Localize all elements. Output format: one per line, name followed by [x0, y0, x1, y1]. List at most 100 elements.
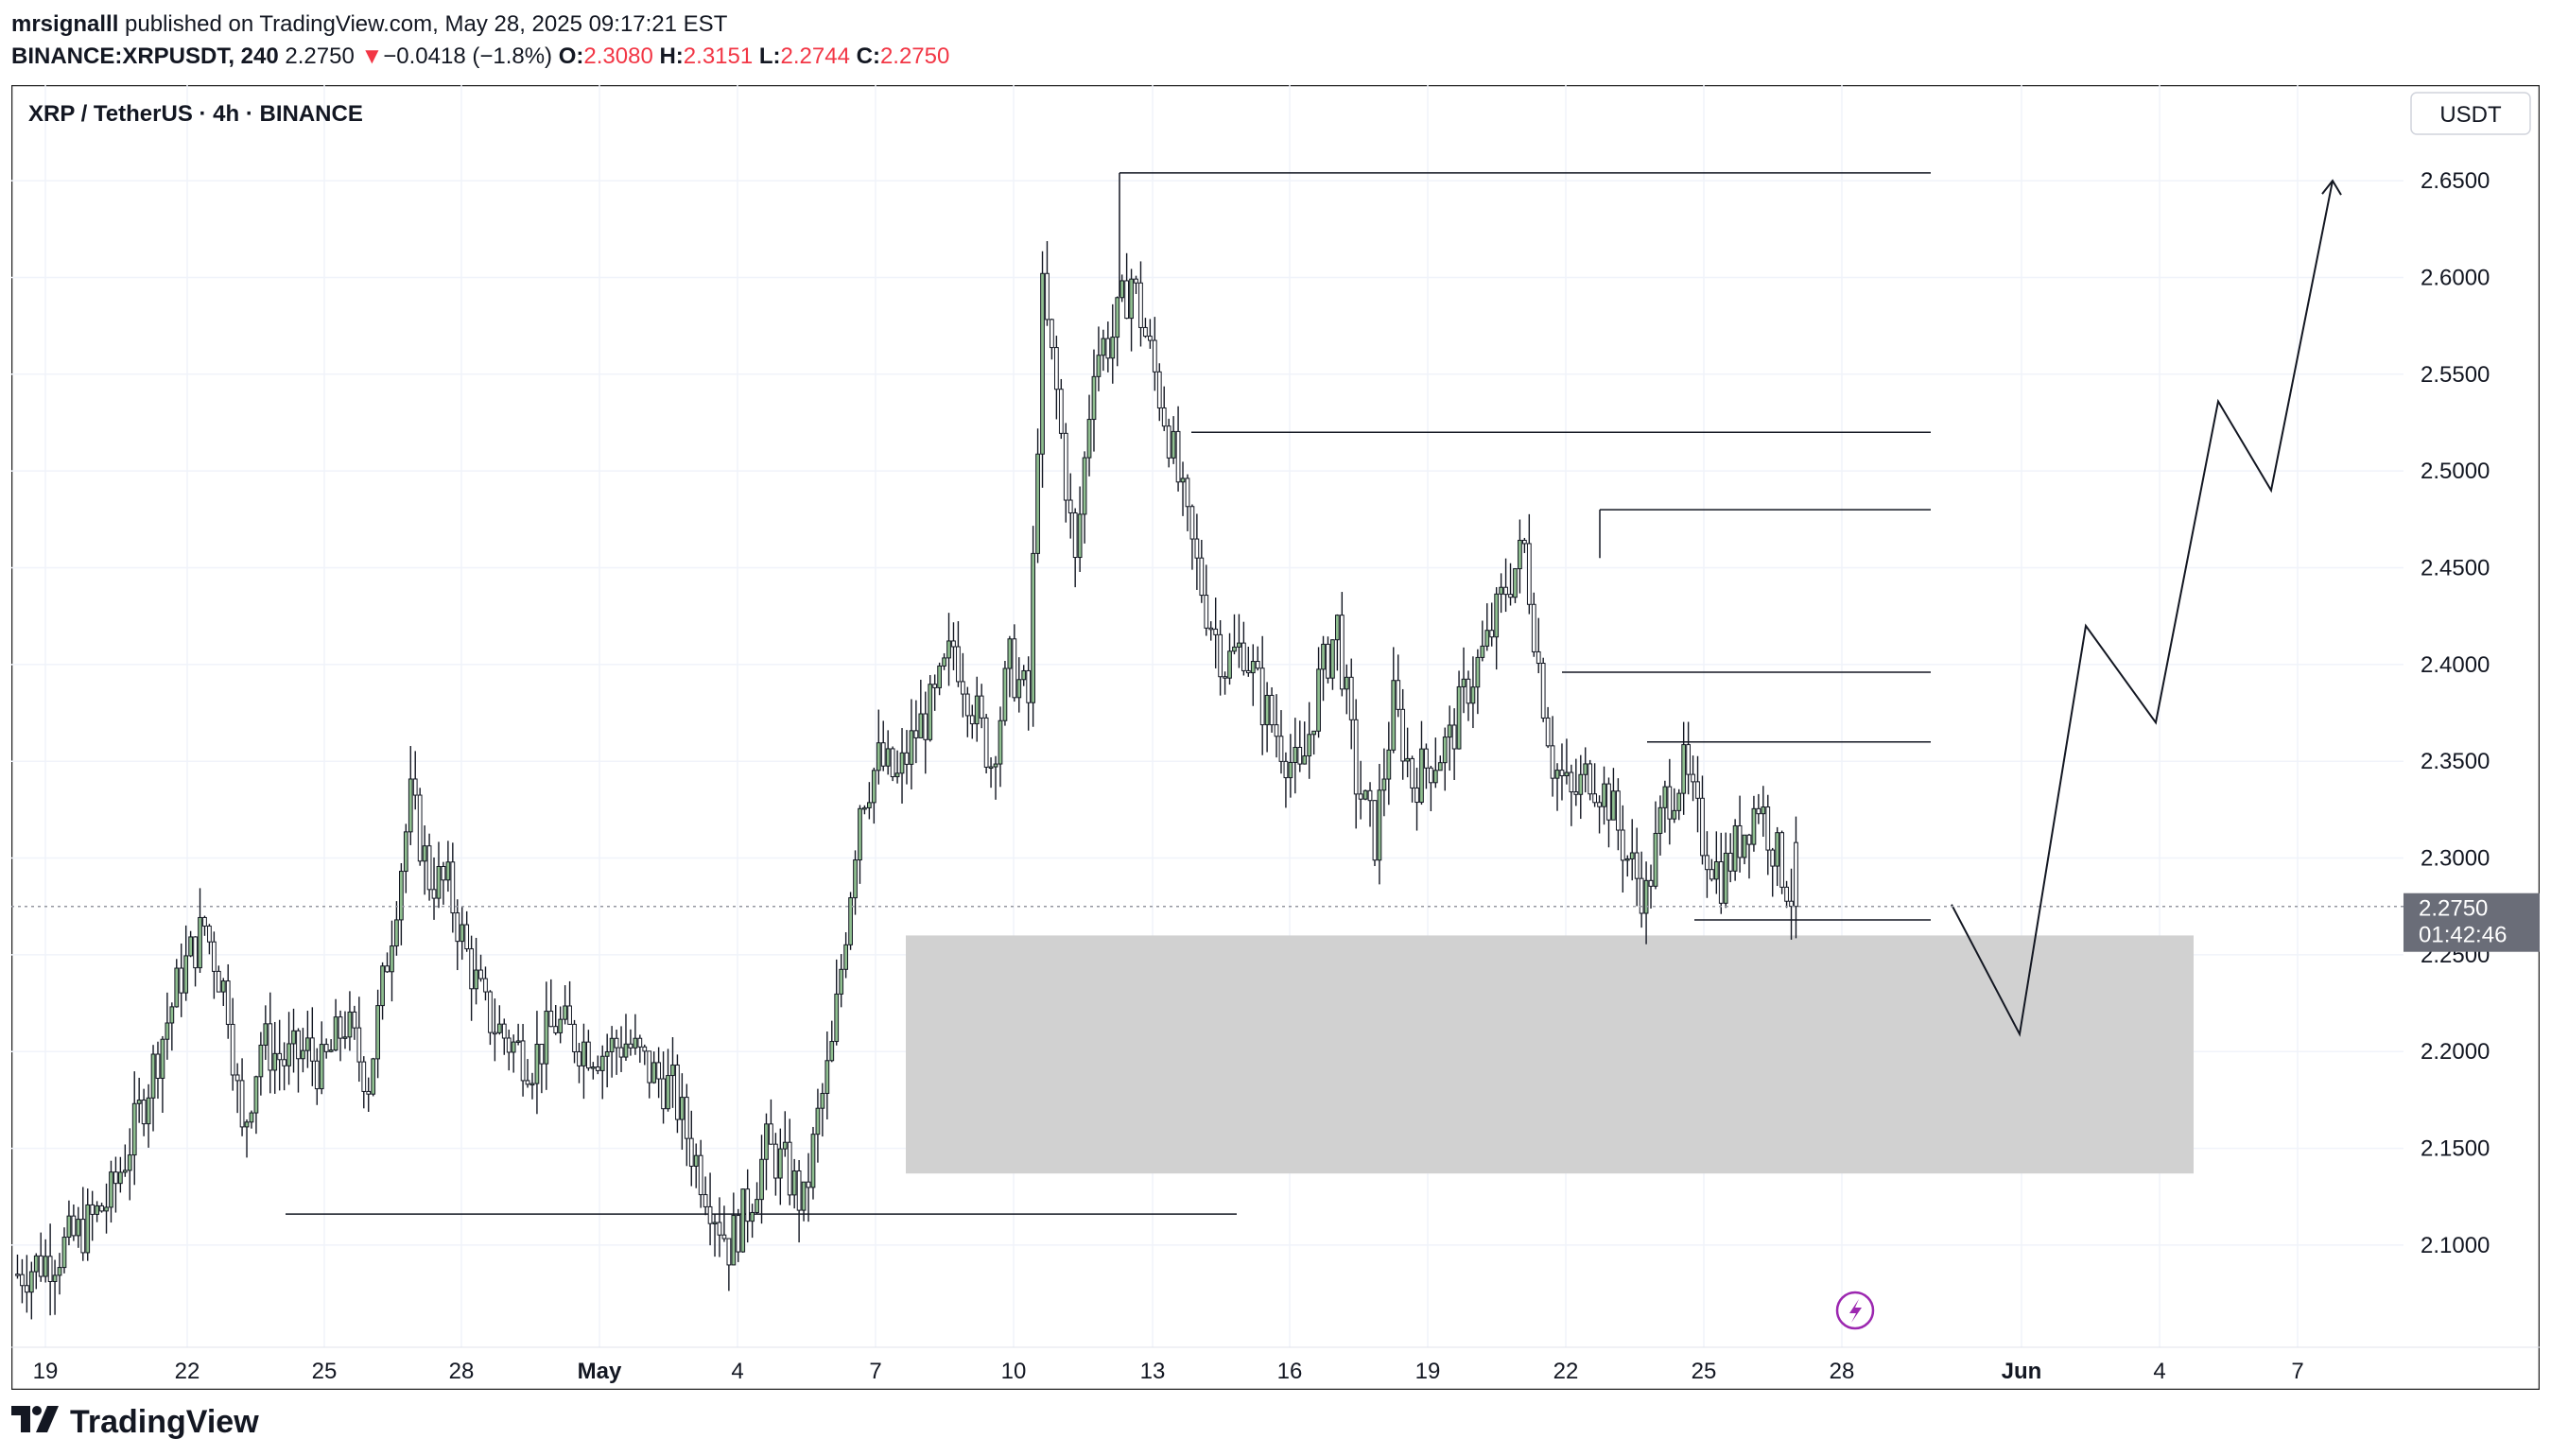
candle-body	[155, 1053, 161, 1079]
candle	[1316, 647, 1321, 738]
symbol-label: BINANCE:XRPUSDT, 240	[11, 43, 279, 69]
candle	[736, 1208, 741, 1262]
projection-path	[1951, 180, 2334, 1037]
candle-body	[717, 1222, 722, 1236]
candle-body	[525, 1080, 530, 1085]
candle-body	[553, 1026, 559, 1033]
candle-body	[1489, 630, 1495, 638]
candle-body	[1672, 809, 1677, 820]
open-label: O:	[558, 43, 584, 69]
candle-body	[1386, 749, 1392, 780]
candle	[99, 1203, 104, 1213]
candle-body	[33, 1255, 39, 1273]
candle-body	[95, 1205, 99, 1215]
candle-body	[750, 1211, 755, 1222]
candle-body	[1105, 338, 1111, 359]
candle	[983, 714, 989, 774]
candle	[1045, 241, 1050, 326]
candle	[113, 1156, 118, 1213]
candle	[1110, 303, 1116, 384]
time-axis[interactable]: 19 22 25 28 May 4 7 10 13 16 19 22 25 28 Jun 4 7	[11, 1346, 2540, 1384]
candle-body	[1082, 457, 1087, 515]
author-name[interactable]: mrsignalll	[11, 11, 119, 37]
candle-body	[1592, 793, 1597, 804]
candle-body	[426, 845, 432, 891]
candle-body	[1784, 886, 1789, 902]
candles-layer	[15, 241, 1798, 1320]
candle-body	[1134, 278, 1138, 284]
candle	[572, 1019, 577, 1064]
candle-body	[506, 1037, 512, 1053]
candle-body	[1311, 730, 1316, 736]
candle	[782, 1111, 788, 1157]
candle	[853, 850, 858, 915]
candle	[136, 1077, 142, 1123]
candle-body	[1021, 669, 1027, 681]
candle	[1639, 851, 1644, 928]
candle-body	[707, 1205, 713, 1224]
candle	[361, 1056, 367, 1109]
candle	[928, 674, 933, 742]
candle	[1522, 537, 1527, 553]
candle	[1583, 747, 1588, 793]
candle-body	[829, 1041, 835, 1062]
candle	[1432, 737, 1438, 789]
candle-body	[1259, 667, 1265, 726]
candle	[277, 1019, 283, 1091]
candle	[225, 963, 231, 1039]
candle-body	[455, 912, 460, 943]
candle	[1713, 831, 1719, 894]
candle-body	[1405, 757, 1410, 762]
candle-body	[417, 794, 423, 862]
candle	[375, 989, 380, 1079]
candle	[1391, 647, 1397, 754]
candle	[76, 1206, 81, 1248]
candle	[441, 861, 446, 905]
candle-body	[988, 766, 994, 770]
candle	[1662, 780, 1668, 833]
candle-body	[76, 1219, 81, 1237]
candle	[988, 757, 994, 789]
low-label: L:	[758, 43, 781, 69]
candle-body	[563, 1005, 567, 1020]
candle	[595, 1055, 600, 1075]
candle-body	[885, 748, 891, 767]
candle	[628, 1029, 633, 1056]
time-tick-label: 16	[1277, 1359, 1303, 1384]
candle	[1367, 782, 1373, 827]
candle	[1691, 755, 1695, 802]
currency-button[interactable]: USDT	[2410, 92, 2531, 135]
candle	[1297, 720, 1303, 772]
candle	[684, 1083, 689, 1167]
chart-canvas[interactable]: 2.6500 2.6000 2.5500 2.5000 2.4500 2.4000 2.35…	[11, 85, 2540, 1390]
candle	[726, 1238, 732, 1291]
candle-body	[680, 1097, 685, 1120]
candle-body	[820, 1092, 825, 1109]
candle	[773, 1133, 778, 1196]
currency-label[interactable]: USDT	[2439, 102, 2502, 128]
candle-body	[651, 1062, 657, 1083]
candle-body	[1152, 339, 1157, 373]
candle	[1245, 646, 1251, 677]
price-axis[interactable]: 2.6500 2.6000 2.5500 2.5000 2.4500 2.4000 2.35…	[2421, 168, 2490, 1258]
candle	[829, 1020, 835, 1063]
candle-body	[1362, 789, 1368, 800]
candle	[301, 1028, 305, 1073]
candle-body	[1522, 539, 1527, 545]
candle-body	[666, 1075, 670, 1110]
candle	[43, 1239, 48, 1283]
lightning-icon[interactable]	[1835, 1291, 1875, 1330]
candle-body	[385, 965, 390, 973]
candle	[109, 1160, 113, 1223]
candle	[1732, 819, 1738, 881]
time-tick-label: 28	[449, 1359, 475, 1384]
candle-body	[207, 926, 212, 943]
candle-body	[731, 1215, 737, 1266]
candle-body	[188, 936, 193, 957]
tradingview-logo[interactable]: TradingView	[11, 1401, 259, 1443]
candle	[296, 1028, 301, 1093]
candle-body	[614, 1037, 619, 1049]
candle-body	[1602, 783, 1606, 807]
candle-body	[165, 1022, 170, 1040]
candle-body	[412, 778, 418, 796]
